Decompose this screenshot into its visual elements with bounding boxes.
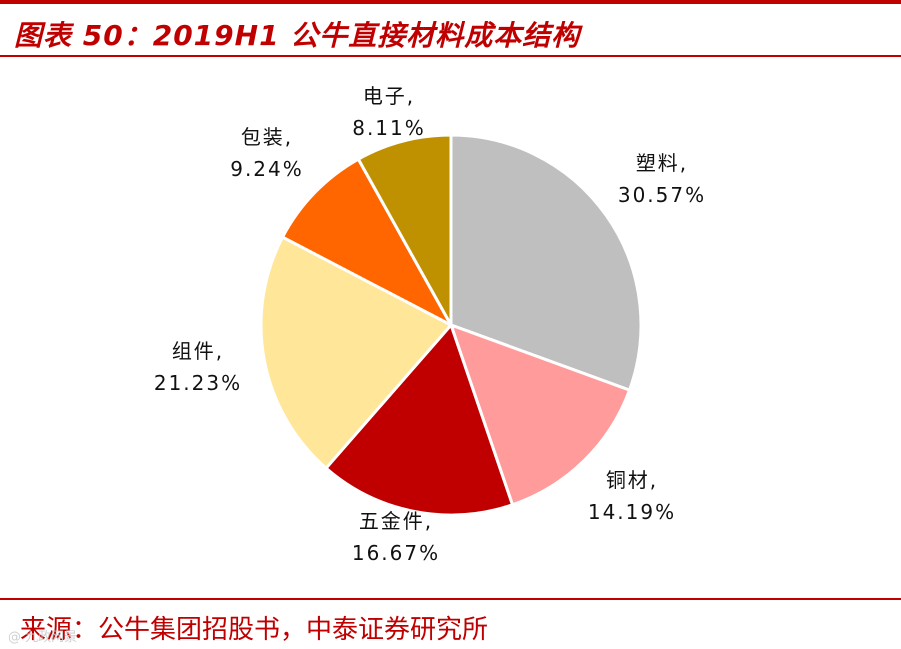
pie-slice-3 <box>323 322 515 517</box>
pie-slice-1 <box>449 133 643 393</box>
slice-percent: 9.24% <box>230 157 304 181</box>
source-divider <box>0 598 901 600</box>
slice-label-2: 铜材, 14.19% <box>588 468 676 524</box>
top-border <box>0 0 901 4</box>
slice-label-3: 五金件, 16.67% <box>352 509 440 565</box>
slice-label-5: 包装, 9.24% <box>230 125 304 181</box>
title-divider <box>0 55 901 57</box>
slice-category: 组件, <box>172 339 224 363</box>
pie-slice-6 <box>356 133 453 331</box>
slice-percent: 8.11% <box>352 116 426 140</box>
slice-percent: 30.57% <box>618 183 706 207</box>
slice-category: 五金件, <box>359 509 433 533</box>
slice-category: 包装, <box>241 125 293 149</box>
pie-slice-4 <box>259 235 454 471</box>
slice-category: 塑料, <box>636 151 688 175</box>
slice-percent: 21.23% <box>154 371 242 395</box>
slice-percent: 16.67% <box>352 541 440 565</box>
pie-slice-5 <box>280 157 455 329</box>
pie-slice-2 <box>448 322 632 507</box>
slice-percent: 14.19% <box>588 500 676 524</box>
watermark: @ 九政网景 <box>8 630 78 645</box>
slice-label-4: 组件, 21.23% <box>154 339 242 395</box>
figure-title: 图表 50：2019H1 公牛直接材料成本结构 <box>14 19 581 52</box>
source-note: 来源：公牛集团招股书，中泰证券研究所 <box>20 615 489 645</box>
slice-category: 铜材, <box>606 468 658 492</box>
slice-label-1: 塑料, 30.57% <box>618 151 706 207</box>
slice-category: 电子, <box>363 84 415 108</box>
slice-label-6: 电子, 8.11% <box>352 84 426 140</box>
